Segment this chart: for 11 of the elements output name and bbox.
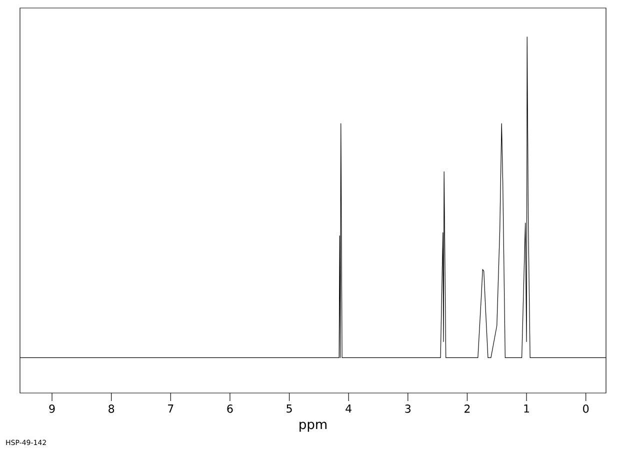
x-tick-label: 2 xyxy=(464,404,470,413)
x-tick-label: 0 xyxy=(583,404,589,413)
x-tick-label: 1 xyxy=(524,404,530,413)
x-tick-label: 9 xyxy=(49,404,55,413)
x-axis-title: ppm xyxy=(300,422,326,432)
x-tick-label: 7 xyxy=(168,404,174,413)
x-tick-label: 6 xyxy=(227,404,233,413)
x-tick-label: 3 xyxy=(405,404,411,413)
x-tick-label: 4 xyxy=(346,404,352,413)
x-tick-label: 5 xyxy=(286,404,292,413)
x-tick-label: 8 xyxy=(108,404,114,413)
